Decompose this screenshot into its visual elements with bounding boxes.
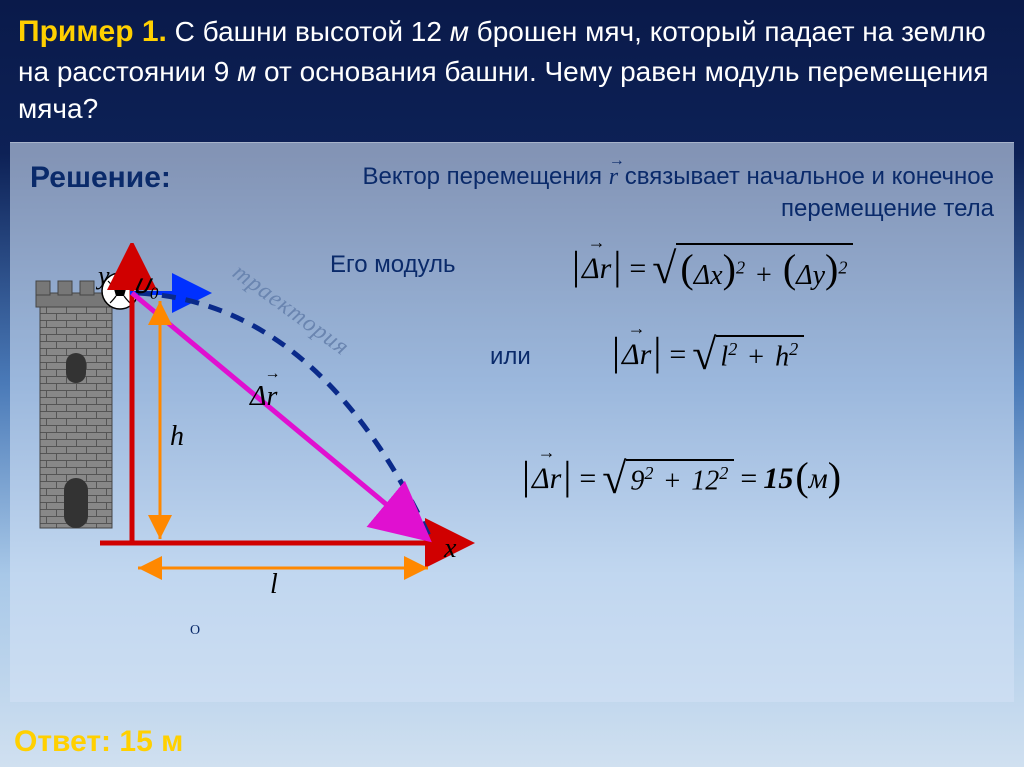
formula-delta-r-numeric: |Δr| = √ 92 + 122 = 15 (м) [520,453,841,504]
origin-label: О [190,623,200,639]
solution-panel: Решение: Вектор перемещения r→ связывает… [10,142,1014,702]
tower-icon [36,281,116,528]
problem-header: Пример 1. С башни высотой 12 м брошен мя… [0,0,1024,136]
unit-m-1: м [450,16,469,47]
h-label: h [170,421,184,453]
delta-r-label: Δr→ [250,381,277,413]
x-axis-label: x [444,533,456,565]
answer-label: Ответ: 15 м [14,725,183,759]
v0-label: 𝜐₀ [134,269,159,301]
problem-part-1: С башни высотой 12 [167,16,450,47]
unit-m-2: м [237,56,256,87]
vector-description: Вектор перемещения r→ связывает начально… [250,161,994,226]
physics-diagram: у 𝜐₀ траектория Δr→ h x l О [30,243,490,643]
vector-r-symbol: r→ [609,164,618,190]
formula-delta-r-xy: |Δr| = √ (Δx)2 + (Δy)2 [570,243,853,294]
l-label: l [270,569,278,601]
displacement-vector [132,293,428,539]
formula-delta-r-lh: |Δr| = √ l2 + h2 [610,329,804,380]
y-axis-label: у [98,261,110,291]
example-number: Пример 1. [18,15,167,48]
